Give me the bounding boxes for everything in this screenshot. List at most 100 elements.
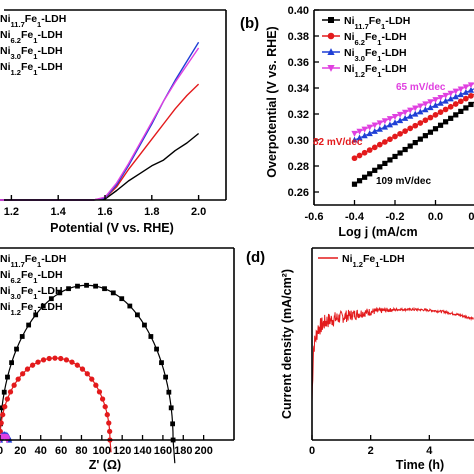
panel-b-axes [313,9,474,206]
panel-a-x-tick-label: 1.4 [51,206,67,218]
panel-c-data-point [5,374,10,380]
panel-c-data-point [9,360,14,366]
panel-b-data-point [366,124,373,131]
panel-b-data-point [417,108,424,115]
panel-b-legend-marker [327,48,335,55]
panel-c-data-point [52,355,58,361]
panel-b-legend-marker [328,17,334,23]
panel-c-data-point [29,362,36,368]
panel-b-x-tick-label: -0.2 [386,211,405,223]
panel-b-legend-marker [327,32,335,40]
panel-c-data-point [33,312,39,318]
panel-c-data-point [170,421,176,427]
panel-b-data-point [372,167,378,173]
annotation-109-mv-dec: 109 mV/dec [376,176,431,187]
panel-b-data-point [381,123,388,130]
panel-b-data-point [377,164,383,170]
panel-c-x-tick-label: 80 [75,445,87,457]
panel-b-data-point [396,111,404,118]
panel-c-data-point [84,282,89,288]
panel-b-y-tick-labels: 0.26 0.28 0.30 0.32 0.34 0.36 0.38 0.40 [288,5,310,199]
panel-b-data-point [356,178,363,184]
panel-b-data-point [417,120,424,126]
panel-b-data-point [387,136,393,143]
panel-b-data-point [422,133,428,139]
panel-d-legend-label: Ni1.2Fe1-LDH [342,253,405,269]
panel-b-data-point [356,128,363,135]
panel-c-legend-label: Ni6.2Fe1-LDH [0,269,63,285]
panel-d-x-tick-labels: 0 2 4 [309,445,433,457]
panel-c-data-point [46,355,52,362]
panel-b-data-point [402,146,408,153]
panel-b-data-point [351,155,358,162]
panel-b-x-tick-label: -0.4 [345,211,365,223]
panel-d-legend: Ni1.2Fe1-LDH [318,253,405,269]
panel-c-data-point [168,405,174,411]
panel-b-data-point [391,119,399,126]
panel-c-data-point [40,303,46,309]
panel-b-y-tick-label: 0.36 [288,57,309,69]
panel-b-data-point [386,116,394,123]
panel-c-data-point [26,322,32,328]
panel-b-legend-label: Ni11.7Fe1-LDH [344,15,410,31]
panel-b-data-point [427,114,434,121]
panel-b-data-point [468,101,474,108]
panel-b-data-point [361,149,368,156]
panel-c-data-point [79,366,86,372]
panel-b-data-point [458,108,464,114]
panel-b-data-point [468,93,474,99]
panel-b-data-point [467,86,474,93]
panel-c-data-point [119,296,125,302]
panel-c-data-point [84,371,90,377]
panel-c-data-point [75,283,80,289]
panel-b-data-point [422,101,429,108]
panel-b-data-point [422,117,429,124]
panel-b-data-point [447,95,454,102]
panel-c-legend-label: Ni11.7Fe1-LDH [0,253,66,269]
panel-b-data-point [402,109,409,116]
panel-c-data-point [89,376,95,382]
panel-a-legend-label: Ni6.2Fe1-LDH [0,29,63,45]
annotation-65-mv-dec: 65 mV/dec [396,82,446,93]
panel-c-data-point [110,290,116,296]
panel-b-data-point [457,91,464,98]
panel-c-data-point [66,286,71,292]
panel-d-plot-area [311,306,474,402]
panel-b-data-point [397,150,403,156]
panel-b-data-point [467,82,474,89]
panel-b-data-point [442,92,449,99]
panel-b-y-tick-label: 0.32 [288,109,309,121]
panel-b-data-point [443,119,449,125]
panel-c-x-tick-label: 0 [0,445,3,457]
panel-d-series-line [311,306,474,402]
panel-b-data-point [412,140,418,146]
panel-b-data-point [412,105,419,112]
panel-a-x-tick-label: 1.2 [4,206,19,218]
panel-b-data-point [417,136,423,142]
panel-b-data-point [412,122,419,129]
panel-a-axes [4,9,227,201]
panel-b-legend-label: Ni6.2Fe1-LDH [344,31,407,47]
panel-c-data-point [102,404,108,410]
panel-b-data-point [432,112,439,118]
panel-b-data-point [362,174,368,180]
panel-b-data-point [382,160,388,166]
panel-b-data-point [437,99,444,106]
panel-b-data-point [463,95,469,102]
panel-b-data-point [437,109,444,116]
panel-a-series-line [0,47,200,201]
panel-b-data-point [437,122,444,128]
panel-c-x-tick-label: 200 [194,445,212,457]
panel-b-data-point [387,157,393,163]
panel-b-data-point [392,133,398,140]
panel-b-data-point [463,105,469,111]
panel-c-data-point [102,286,107,292]
panel-b-data-point [407,112,414,119]
panel-b-x-axis-label: Log j (mA/cm [338,225,417,239]
panel-b-data-point [457,98,464,105]
panel-b-data-point [392,153,398,160]
panel-c-data-point [57,290,63,296]
panel-c-data-point [163,374,169,380]
panel-a-legend-label: Ni1.2Fe1-LDH [0,61,63,77]
